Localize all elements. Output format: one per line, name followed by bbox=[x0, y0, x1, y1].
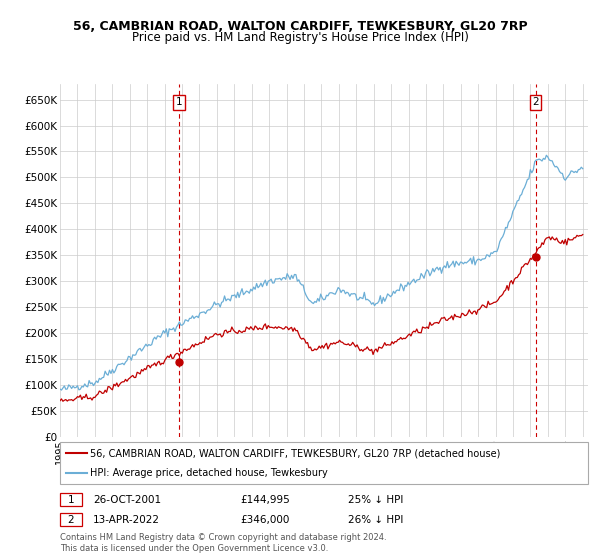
Text: HPI: Average price, detached house, Tewkesbury: HPI: Average price, detached house, Tewk… bbox=[90, 468, 328, 478]
Text: 56, CAMBRIAN ROAD, WALTON CARDIFF, TEWKESBURY, GL20 7RP: 56, CAMBRIAN ROAD, WALTON CARDIFF, TEWKE… bbox=[73, 20, 527, 32]
Text: Price paid vs. HM Land Registry's House Price Index (HPI): Price paid vs. HM Land Registry's House … bbox=[131, 31, 469, 44]
Text: 1: 1 bbox=[67, 494, 74, 505]
Text: 26% ↓ HPI: 26% ↓ HPI bbox=[348, 515, 403, 525]
Text: 2: 2 bbox=[532, 97, 539, 107]
Text: 1: 1 bbox=[176, 97, 182, 107]
Text: Contains HM Land Registry data © Crown copyright and database right 2024.
This d: Contains HM Land Registry data © Crown c… bbox=[60, 533, 386, 553]
Text: 56, CAMBRIAN ROAD, WALTON CARDIFF, TEWKESBURY, GL20 7RP (detached house): 56, CAMBRIAN ROAD, WALTON CARDIFF, TEWKE… bbox=[90, 448, 500, 458]
Text: 25% ↓ HPI: 25% ↓ HPI bbox=[348, 494, 403, 505]
Text: 13-APR-2022: 13-APR-2022 bbox=[93, 515, 160, 525]
Text: 2: 2 bbox=[67, 515, 74, 525]
Text: £346,000: £346,000 bbox=[240, 515, 289, 525]
Text: £144,995: £144,995 bbox=[240, 494, 290, 505]
Text: 26-OCT-2001: 26-OCT-2001 bbox=[93, 494, 161, 505]
